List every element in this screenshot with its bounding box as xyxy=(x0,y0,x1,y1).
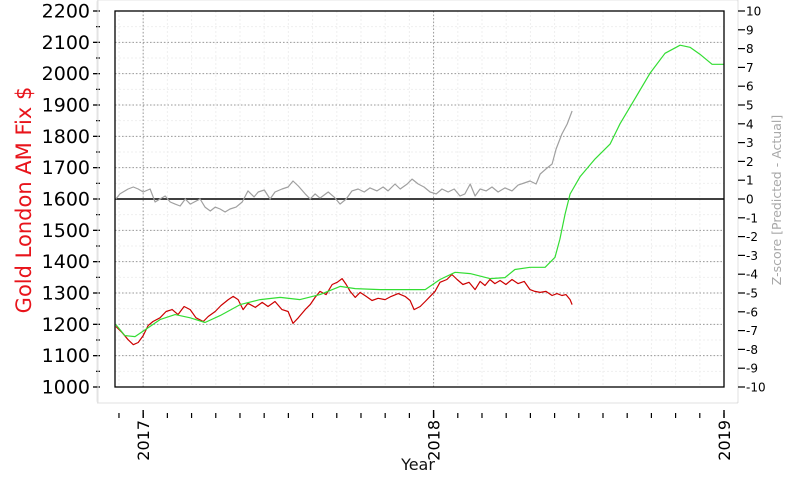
y2-tick-label: -2 xyxy=(746,230,758,244)
y-tick-label: 1800 xyxy=(42,126,90,148)
y-tick-label: 1600 xyxy=(42,189,90,211)
series-line-1 xyxy=(115,44,724,338)
y2-tick-label: 0 xyxy=(746,193,754,207)
y2-tick-label: -8 xyxy=(746,343,758,357)
x-tick-label: 2018 xyxy=(425,420,444,461)
y-tick-label: 1700 xyxy=(42,157,90,179)
y2-tick-label: -4 xyxy=(746,268,758,282)
y-tick-label: 1200 xyxy=(42,314,90,336)
y2-tick-label: 4 xyxy=(746,117,754,131)
y-tick-label: 1500 xyxy=(42,220,90,242)
y2-tick-label: 9 xyxy=(746,23,754,37)
y-tick-label: 2200 xyxy=(42,1,90,23)
y-tick-label: 1400 xyxy=(42,251,90,273)
y2-tick-label: -10 xyxy=(746,381,766,395)
y-tick-label: 1100 xyxy=(42,345,90,367)
y2-tick-label: 6 xyxy=(746,80,754,94)
series-line-2 xyxy=(115,110,573,213)
y2-tick-label: 3 xyxy=(746,136,754,150)
y2-tick-label: -1 xyxy=(746,211,758,225)
x-tick-label: 2017 xyxy=(134,420,153,461)
x-tick-label: 2019 xyxy=(715,420,734,461)
y2-tick-label: -9 xyxy=(746,362,758,376)
y-tick-label: 1300 xyxy=(42,283,90,305)
series-line-0 xyxy=(115,273,573,346)
y2-tick-label: 2 xyxy=(746,155,754,169)
y2-tick-label: 10 xyxy=(746,5,761,19)
y-tick-label: 2000 xyxy=(42,63,90,85)
y2-axis-title: Z-score [Predicted - Actual] xyxy=(769,115,784,285)
y-axis-left: 1000 1100 1200 1300 1400 1500 1600 1700 1800 1900… xyxy=(42,0,100,403)
y2-tick-label: -3 xyxy=(746,249,758,263)
plot-background-frame xyxy=(96,0,739,404)
y-tick-label: 2100 xyxy=(42,32,90,54)
y-tick-label: 1900 xyxy=(42,95,90,117)
y2-tick-label: -5 xyxy=(746,287,758,301)
y-axis-title: Gold London AM Fix $ xyxy=(12,87,36,314)
y-tick-label: 1000 xyxy=(42,377,90,399)
y2-tick-label: 5 xyxy=(746,99,754,113)
y2-tick-label: -6 xyxy=(746,305,758,319)
y2-tick-label: 1 xyxy=(746,174,754,188)
y2-tick-label: -7 xyxy=(746,324,758,338)
y2-tick-label: 8 xyxy=(746,42,754,56)
x-axis: 2017 2018 2019 xyxy=(97,402,738,461)
y2-tick-label: 7 xyxy=(746,61,754,75)
x-axis-title: Year xyxy=(400,455,435,474)
plot-area-border xyxy=(114,10,725,388)
series-layer xyxy=(115,44,724,346)
